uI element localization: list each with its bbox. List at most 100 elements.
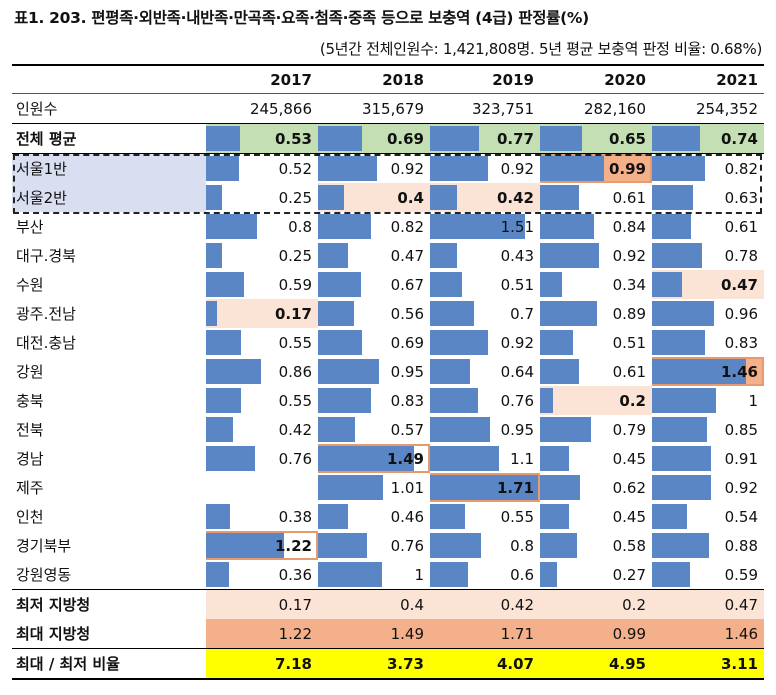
value-label: 1.01 bbox=[390, 478, 424, 497]
value-label: 0.61 bbox=[612, 362, 646, 381]
value-bar bbox=[652, 388, 716, 413]
value-bar bbox=[652, 272, 682, 297]
value-bar bbox=[652, 243, 702, 268]
value-label: 0.92 bbox=[500, 333, 534, 352]
value-cell: 0.34 bbox=[540, 270, 652, 299]
value-bar bbox=[652, 126, 700, 151]
value-cell: 1 bbox=[318, 560, 430, 590]
value-bar bbox=[540, 359, 579, 384]
value-cell: 0.92 bbox=[430, 328, 540, 357]
value-bar bbox=[318, 214, 371, 239]
row-label: 서울1반 bbox=[12, 153, 206, 183]
value-cell: 0.63 bbox=[652, 183, 764, 212]
population-cell: 245,866 bbox=[206, 93, 318, 124]
value-label: 0.56 bbox=[390, 304, 424, 323]
value-bar bbox=[540, 475, 580, 500]
value-cell: 1.46 bbox=[652, 357, 764, 386]
value-label: 0.78 bbox=[724, 246, 758, 265]
value-bar bbox=[430, 562, 468, 587]
value-cell: 0.58 bbox=[540, 531, 652, 560]
region-row: 광주.전남 0.17 0.56 0.7 0.89 0.96 bbox=[12, 299, 764, 328]
value-label: 1.51 bbox=[500, 217, 534, 236]
value-cell: 0.54 bbox=[652, 502, 764, 531]
value-bar bbox=[206, 417, 233, 442]
row-label: 강원영동 bbox=[16, 566, 72, 584]
value-bar bbox=[318, 562, 382, 587]
value-bar bbox=[430, 243, 457, 268]
value-label: 0.47 bbox=[720, 275, 758, 294]
value-bar bbox=[540, 504, 569, 529]
value-bar bbox=[206, 185, 222, 210]
value-bar bbox=[430, 446, 499, 471]
value-cell: 0.76 bbox=[430, 386, 540, 415]
value-bar bbox=[206, 562, 229, 587]
value-bar bbox=[430, 417, 490, 442]
value-bar bbox=[318, 504, 348, 529]
value-label: 0.96 bbox=[724, 304, 758, 323]
value-bar bbox=[540, 156, 604, 181]
value-label: 0.27 bbox=[612, 565, 646, 584]
value-label: 0.38 bbox=[278, 507, 312, 526]
value-bar bbox=[206, 330, 241, 355]
value-label: 0.4 bbox=[397, 188, 424, 207]
region-row: 강원 0.86 0.95 0.64 0.61 1.46 bbox=[12, 357, 764, 386]
value-label: 0.88 bbox=[724, 536, 758, 555]
value-label: 1.49 bbox=[386, 449, 424, 468]
value-cell: 0.51 bbox=[430, 270, 540, 299]
value-bar bbox=[430, 359, 470, 384]
value-cell: 0.36 bbox=[206, 560, 318, 590]
value-label: 0.99 bbox=[608, 159, 646, 178]
value-cell: 0.86 bbox=[206, 357, 318, 386]
row-label: 대전.충남 bbox=[16, 334, 76, 352]
value-label: 0.84 bbox=[612, 217, 646, 236]
value-cell: 0.4 bbox=[318, 183, 430, 212]
region-row: 경기북부 1.22 0.76 0.8 0.58 0.88 bbox=[12, 531, 764, 560]
value-bar bbox=[652, 562, 690, 587]
row-label: 인원수 bbox=[12, 93, 206, 124]
value-bar bbox=[540, 214, 594, 239]
value-cell: 0.99 bbox=[540, 153, 652, 183]
region-row: 대구.경북 0.25 0.47 0.43 0.92 0.78 bbox=[12, 241, 764, 270]
value-bar bbox=[540, 272, 562, 297]
region-row: 인천 0.38 0.46 0.55 0.45 0.54 bbox=[12, 502, 764, 531]
value-cell: 0.76 bbox=[206, 444, 318, 473]
summary-cell: 7.18 bbox=[206, 648, 318, 680]
value-cell: 1.1 bbox=[430, 444, 540, 473]
value-label: 0.82 bbox=[724, 159, 758, 178]
value-cell: 0.47 bbox=[652, 270, 764, 299]
value-cell: 0.79 bbox=[540, 415, 652, 444]
value-label: 0.52 bbox=[278, 159, 312, 178]
value-bar bbox=[652, 504, 687, 529]
value-bar bbox=[652, 185, 693, 210]
table-subtitle: (5년간 전체인원수: 1,421,808명. 5년 평균 보충역 판정 비율:… bbox=[319, 40, 762, 58]
value-label: 0.45 bbox=[612, 449, 646, 468]
value-bar bbox=[540, 562, 557, 587]
value-label: 0.42 bbox=[278, 420, 312, 439]
value-cell bbox=[206, 473, 318, 502]
value-cell: 0.42 bbox=[430, 183, 540, 212]
value-label: 0.59 bbox=[278, 275, 312, 294]
value-cell: 0.61 bbox=[540, 183, 652, 212]
year-header: 2021 bbox=[716, 70, 758, 89]
row-label: 최저 지방청 bbox=[12, 589, 206, 619]
value-cell: 1 bbox=[652, 386, 764, 415]
value-label: 0.57 bbox=[390, 420, 424, 439]
value-label: 0.55 bbox=[500, 507, 534, 526]
value-bar bbox=[318, 533, 367, 558]
value-cell: 0.78 bbox=[652, 241, 764, 270]
value-bar bbox=[206, 301, 217, 326]
value-bar bbox=[206, 533, 284, 558]
row-label: 경남 bbox=[16, 450, 44, 468]
header-row: 2017 2018 2019 2020 2021 bbox=[12, 66, 764, 94]
region-row: 전북 0.42 0.57 0.95 0.79 0.85 bbox=[12, 415, 764, 444]
value-cell: 0.84 bbox=[540, 212, 652, 241]
population-cell: 323,751 bbox=[430, 93, 540, 124]
value-bar bbox=[206, 214, 257, 239]
value-cell: 0.59 bbox=[206, 270, 318, 299]
value-label: 0.34 bbox=[612, 275, 646, 294]
value-bar bbox=[430, 301, 474, 326]
value-bar bbox=[540, 330, 573, 355]
value-label: 0.63 bbox=[724, 188, 758, 207]
value-label: 0.36 bbox=[278, 565, 312, 584]
value-cell: 0.62 bbox=[540, 473, 652, 502]
